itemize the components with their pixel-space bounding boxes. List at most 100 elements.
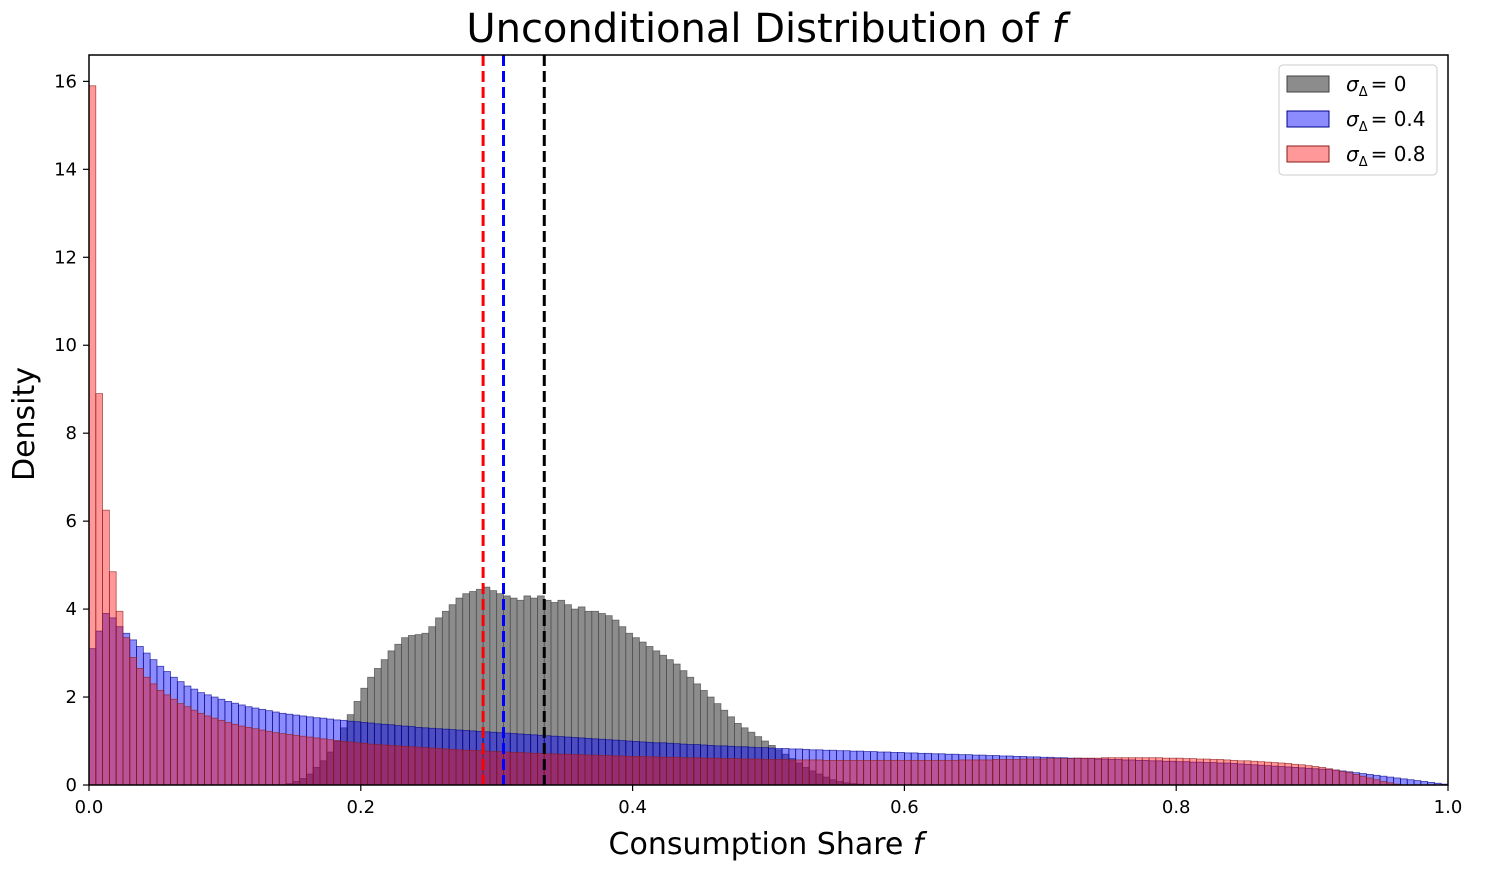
histogram-bar — [402, 746, 409, 785]
histogram-bar — [843, 760, 850, 785]
histogram-bar — [1332, 770, 1339, 785]
histogram-bar — [830, 760, 837, 785]
histogram-bar — [802, 760, 809, 785]
histogram-bar — [293, 735, 300, 785]
x-tick-label: 0.4 — [618, 797, 647, 818]
histogram-bar — [96, 394, 103, 785]
histogram-bar — [870, 760, 877, 785]
histogram-bar — [769, 759, 776, 785]
histogram-bar — [911, 760, 918, 785]
histogram-bar — [619, 756, 626, 785]
y-tick-label: 10 — [54, 335, 77, 356]
histogram-bar — [191, 710, 198, 785]
histogram-bar — [1346, 773, 1353, 785]
histogram-bar — [408, 747, 415, 785]
x-tick-label: 0.0 — [75, 797, 104, 818]
histogram-bar — [741, 759, 748, 785]
histogram-bar — [123, 638, 130, 785]
histogram-bar — [993, 759, 1000, 785]
histogram-bar — [510, 752, 517, 785]
legend: σΔ= 0σΔ= 0.4σΔ= 0.8 — [1279, 65, 1437, 175]
histogram-bar — [218, 720, 225, 785]
histogram-bar — [796, 760, 803, 785]
histogram-bar — [1095, 758, 1102, 785]
x-axis-label: Consumption Share f — [609, 827, 928, 862]
histogram-bar — [1217, 759, 1224, 785]
histogram-bar — [1360, 776, 1367, 785]
histogram-bar — [1122, 758, 1129, 785]
histogram-bar — [1047, 759, 1054, 785]
y-tick-label: 16 — [54, 71, 77, 92]
histogram-bar — [143, 677, 150, 785]
histogram-bar — [429, 748, 436, 785]
histogram-bar — [436, 749, 443, 786]
histogram-bar — [904, 760, 911, 785]
histogram-bar — [449, 749, 456, 785]
histogram-bar — [259, 730, 266, 785]
histogram-bar — [660, 757, 667, 785]
y-tick-label: 2 — [66, 687, 77, 708]
histogram-bar — [945, 760, 952, 785]
histogram-bar — [150, 684, 157, 785]
histogram-bar — [959, 760, 966, 785]
histogram-bar — [1088, 758, 1095, 785]
histogram-bar — [1176, 758, 1183, 785]
histogram-bar — [701, 758, 708, 785]
histogram-bar — [979, 760, 986, 785]
histogram-bar — [334, 741, 341, 785]
histogram-bar — [531, 753, 538, 785]
histogram-bar — [714, 758, 721, 785]
histogram-bar — [1135, 758, 1142, 785]
histogram-bar — [238, 726, 245, 785]
histogram-bar — [775, 759, 782, 785]
histogram-bar — [1142, 758, 1149, 785]
histogram-bar — [735, 759, 742, 785]
histogram-bar — [952, 760, 959, 785]
histogram-bar — [320, 739, 327, 785]
legend-swatch — [1287, 146, 1329, 162]
histogram-bar — [877, 760, 884, 785]
histogram-bar — [1373, 780, 1380, 785]
histogram-bar — [680, 758, 687, 785]
histogram-bar — [925, 760, 932, 785]
histogram-bar — [130, 657, 137, 785]
histogram-bar — [1312, 767, 1319, 785]
histogram-bar — [1156, 758, 1163, 785]
histogram-bar — [599, 756, 606, 785]
histogram-bar — [789, 760, 796, 785]
histogram-bar — [1006, 759, 1013, 785]
histogram-bar — [266, 731, 273, 785]
histogram-bar — [470, 750, 477, 785]
histogram-bar — [1000, 759, 1007, 785]
histogram-bar — [571, 755, 578, 785]
histogram-bar — [116, 611, 123, 785]
histogram-bar — [1190, 759, 1197, 785]
plot-frame — [89, 55, 1448, 785]
histogram-bar — [1163, 758, 1170, 785]
histogram-bar — [694, 758, 701, 785]
histogram-bar — [884, 760, 891, 785]
histogram-bar — [245, 727, 252, 785]
histogram-bar — [748, 759, 755, 785]
histogram-bar — [1366, 778, 1373, 785]
histogram-bar — [137, 668, 144, 785]
y-tick-label: 0 — [66, 775, 77, 796]
histogram-bar — [184, 707, 191, 785]
histogram-bar — [1353, 774, 1360, 785]
histogram-bar — [1081, 758, 1088, 785]
histogram-bar — [198, 713, 205, 785]
histogram-bar — [938, 760, 945, 785]
histogram-bar — [211, 718, 218, 785]
y-axis-label: Density — [7, 367, 42, 481]
histogram-bar — [109, 572, 116, 785]
histogram-bar — [517, 752, 524, 785]
histogram-bar — [578, 755, 585, 785]
x-tick-label: 0.6 — [890, 797, 919, 818]
histogram-bar — [986, 760, 993, 785]
histogram-bar — [673, 757, 680, 785]
histogram-bar — [300, 736, 307, 785]
y-tick-label: 4 — [66, 599, 77, 620]
histogram-bar — [463, 750, 470, 785]
